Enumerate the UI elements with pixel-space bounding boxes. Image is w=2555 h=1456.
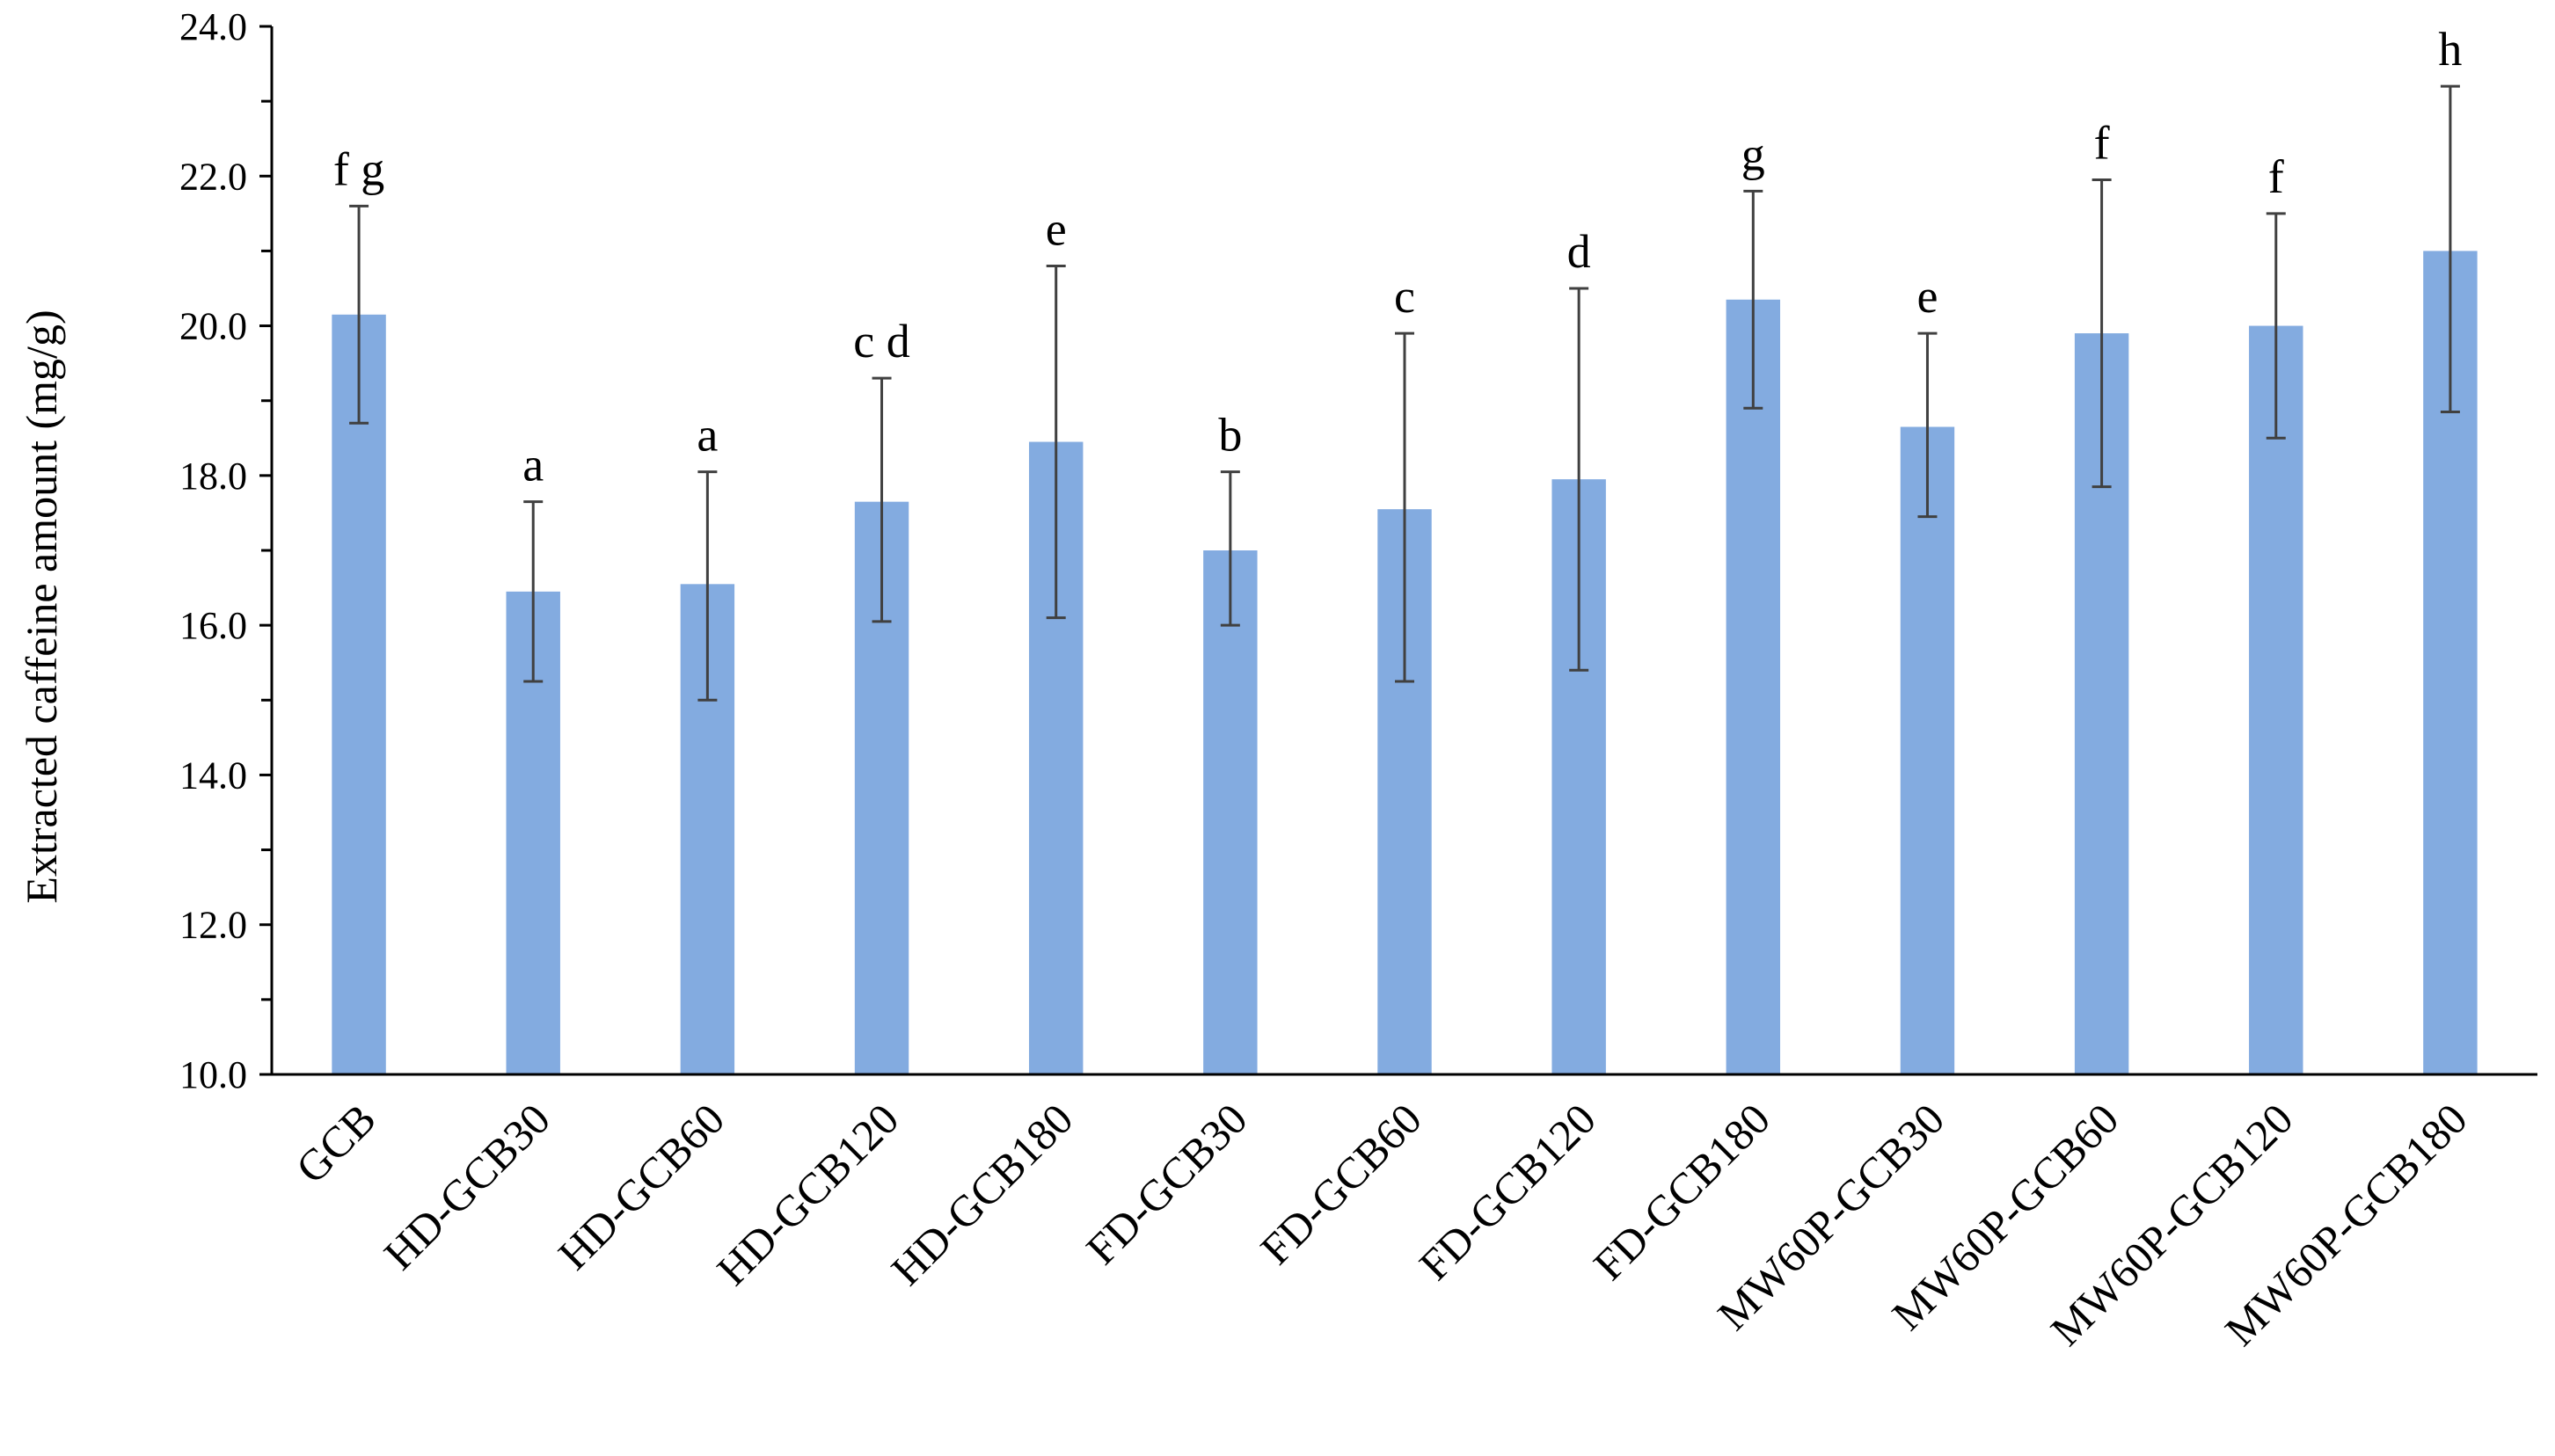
y-tick-label: 12.0 — [179, 904, 247, 947]
error-bars — [349, 84, 2460, 702]
significance-labels: f g a a c d e b c d g e f f h — [333, 23, 2463, 491]
significance-label: e — [1046, 202, 1067, 255]
x-tick-label: HD-GCB60 — [549, 1094, 734, 1278]
significance-label: f — [2094, 117, 2110, 170]
significance-label: e — [1916, 270, 1938, 323]
bar — [1203, 550, 1258, 1074]
significance-label: c — [1394, 270, 1415, 323]
x-tick-label: FD-GCB60 — [1251, 1094, 1431, 1274]
significance-label: h — [2438, 23, 2462, 76]
y-tick-label: 10.0 — [179, 1053, 247, 1096]
y-tick-label: 14.0 — [179, 753, 247, 797]
x-tick-label: HD-GCB120 — [707, 1094, 908, 1294]
y-axis-ticks: 10.0 12.0 14.0 16.0 18.0 20.0 22.0 24.0 — [179, 5, 272, 1096]
bar — [1900, 426, 1955, 1074]
y-tick-label: 18.0 — [179, 455, 247, 498]
x-tick-label: HD-GCB180 — [881, 1094, 1082, 1294]
y-tick-label: 24.0 — [179, 5, 247, 48]
significance-label: a — [522, 439, 544, 491]
y-axis-title: Extracted caffeine amount (mg/g) — [17, 309, 66, 903]
significance-label: b — [1218, 409, 1242, 462]
significance-label: g — [1741, 127, 1765, 180]
y-tick-label: 16.0 — [179, 604, 247, 647]
y-tick-label: 22.0 — [179, 155, 247, 198]
bar — [332, 314, 386, 1074]
significance-label: a — [697, 409, 718, 462]
significance-label: d — [1567, 225, 1591, 278]
x-tick-label: FD-GCB180 — [1584, 1094, 1779, 1289]
y-tick-label: 20.0 — [179, 305, 247, 348]
bar — [1726, 299, 1781, 1074]
x-axis-labels: GCBHD-GCB30HD-GCB60HD-GCB120HD-GCB180FD-… — [287, 1094, 2477, 1355]
significance-label: c d — [853, 315, 909, 368]
bars — [332, 251, 2478, 1075]
significance-label: f g — [333, 142, 384, 195]
x-tick-label: FD-GCB30 — [1077, 1094, 1257, 1274]
bar — [2249, 325, 2303, 1075]
significance-label: f — [2268, 150, 2284, 203]
x-tick-label: GCB — [287, 1094, 385, 1192]
x-tick-label: HD-GCB30 — [375, 1094, 559, 1278]
x-tick-label: FD-GCB120 — [1410, 1094, 1605, 1289]
